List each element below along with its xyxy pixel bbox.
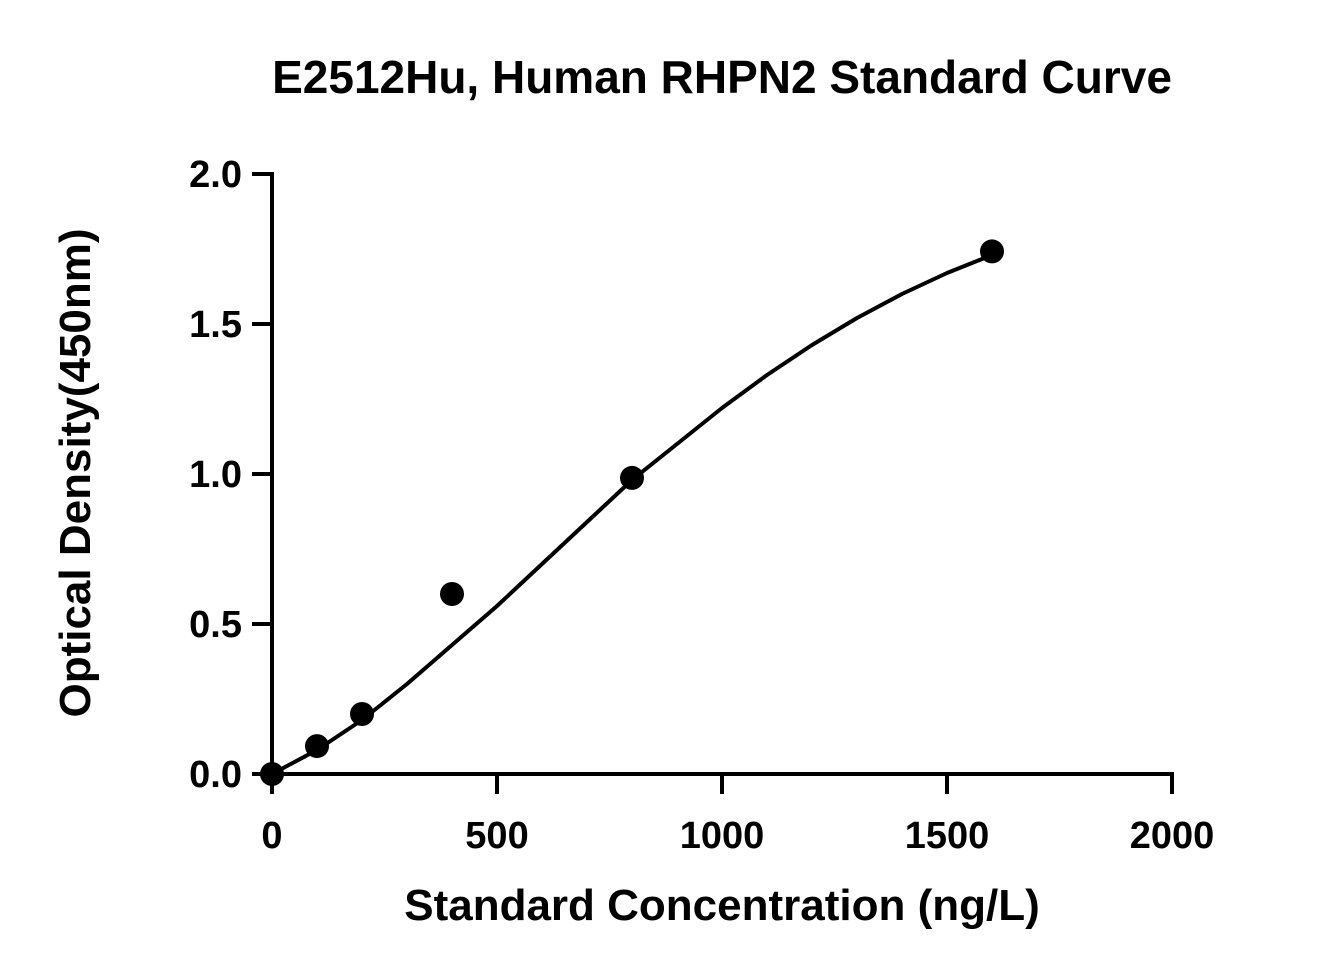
chart-title: E2512Hu, Human RHPN2 Standard Curve	[272, 51, 1172, 103]
y-tick-label: 1.5	[189, 304, 242, 346]
x-tick-label: 1000	[680, 815, 765, 857]
data-point	[620, 465, 644, 490]
data-point	[260, 762, 284, 786]
data-point	[350, 702, 374, 726]
x-tick-label: 2000	[1130, 815, 1215, 857]
y-tick-label: 0.5	[189, 604, 242, 646]
fit-curve-layer	[271, 253, 993, 776]
data-point	[440, 582, 464, 606]
data-point	[305, 734, 329, 759]
y-tick-label: 0.0	[189, 754, 242, 796]
y-tick-label: 2.0	[189, 154, 242, 196]
x-axis-label: Standard Concentration (ng/L)	[404, 881, 1040, 930]
x-tick-label: 500	[465, 815, 528, 857]
x-tick-label: 1500	[905, 815, 990, 857]
y-tick-label: 1.0	[189, 454, 242, 496]
ticks: 0 500 1000 1500 2000 0.0 0.5 1.0 1.5 2.0	[189, 154, 1214, 857]
x-tick-label: 0	[261, 815, 282, 857]
y-axis-label: Optical Density(450nm)	[51, 228, 100, 717]
fit-curve-line	[271, 253, 993, 776]
data-points-layer	[260, 239, 1004, 786]
data-point	[980, 239, 1004, 264]
